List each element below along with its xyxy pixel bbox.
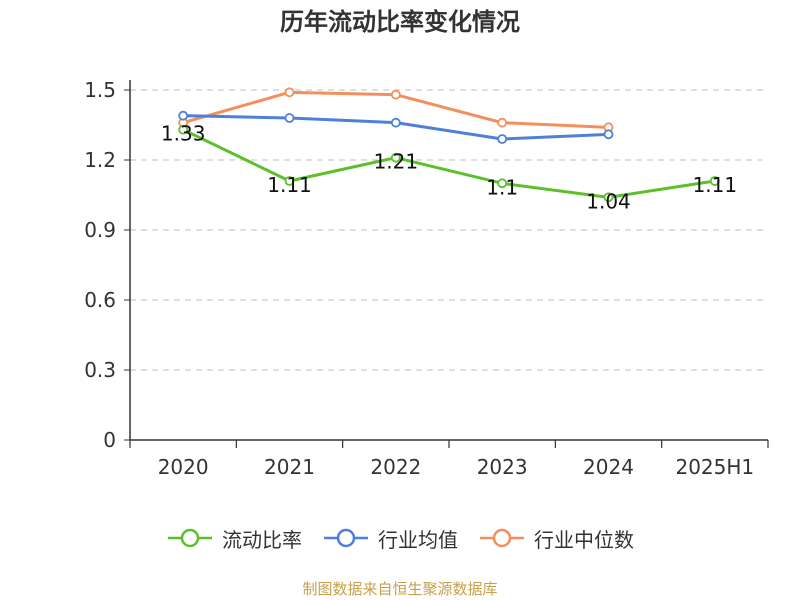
y-tick-label: 1.2 bbox=[84, 148, 116, 172]
x-tick-label: 2021 bbox=[264, 455, 315, 479]
legend-label: 流动比率 bbox=[222, 527, 302, 552]
data-point bbox=[390, 89, 401, 100]
legend-item[interactable]: 行业中位数 bbox=[478, 524, 634, 553]
data-label: 1.21 bbox=[374, 150, 419, 174]
legend-marker-icon bbox=[480, 528, 524, 548]
legend: 流动比率 行业均值 行业中位数 bbox=[0, 518, 800, 558]
legend-marker-icon bbox=[168, 528, 212, 548]
legend-marker-icon bbox=[324, 528, 368, 548]
data-label: 1.33 bbox=[161, 122, 206, 146]
y-tick-label: 0.6 bbox=[84, 288, 116, 312]
x-tick-label: 2022 bbox=[370, 455, 421, 479]
data-point bbox=[390, 117, 401, 128]
data-label: 1.11 bbox=[693, 173, 738, 197]
x-tick-label: 2020 bbox=[158, 455, 209, 479]
legend-label: 行业均值 bbox=[378, 527, 458, 552]
x-tick-label: 2023 bbox=[477, 455, 528, 479]
y-tick-label: 0.9 bbox=[84, 218, 116, 242]
data-point bbox=[497, 134, 508, 144]
data-point bbox=[284, 87, 295, 98]
series-line-0 bbox=[182, 128, 716, 199]
data-label: 1.11 bbox=[267, 173, 312, 197]
data-point bbox=[709, 176, 720, 186]
data-point bbox=[178, 110, 189, 121]
legend-label: 行业中位数 bbox=[534, 527, 634, 552]
legend-item[interactable]: 流动比率 bbox=[166, 524, 302, 553]
data-label: 1.1 bbox=[486, 175, 518, 199]
x-tick-label: 2025H1 bbox=[675, 455, 754, 479]
chart-title: 历年流动比率变化情况 bbox=[280, 8, 520, 36]
y-tick-label: 1.5 bbox=[84, 78, 116, 102]
data-point bbox=[390, 152, 401, 163]
data-point bbox=[603, 192, 614, 203]
y-tick-label: 0 bbox=[103, 428, 116, 452]
data-point bbox=[284, 176, 295, 186]
data-point bbox=[603, 129, 614, 140]
x-tick-label: 2024 bbox=[583, 455, 634, 479]
data-point bbox=[178, 124, 189, 135]
data-point bbox=[497, 117, 508, 128]
source-note: 制图数据来自恒生聚源数据库 bbox=[302, 580, 498, 598]
y-tick-label: 0.3 bbox=[84, 358, 116, 382]
legend-item[interactable]: 行业均值 bbox=[322, 524, 458, 553]
data-point bbox=[497, 178, 508, 189]
data-label: 1.04 bbox=[586, 189, 631, 213]
data-point bbox=[284, 113, 295, 123]
